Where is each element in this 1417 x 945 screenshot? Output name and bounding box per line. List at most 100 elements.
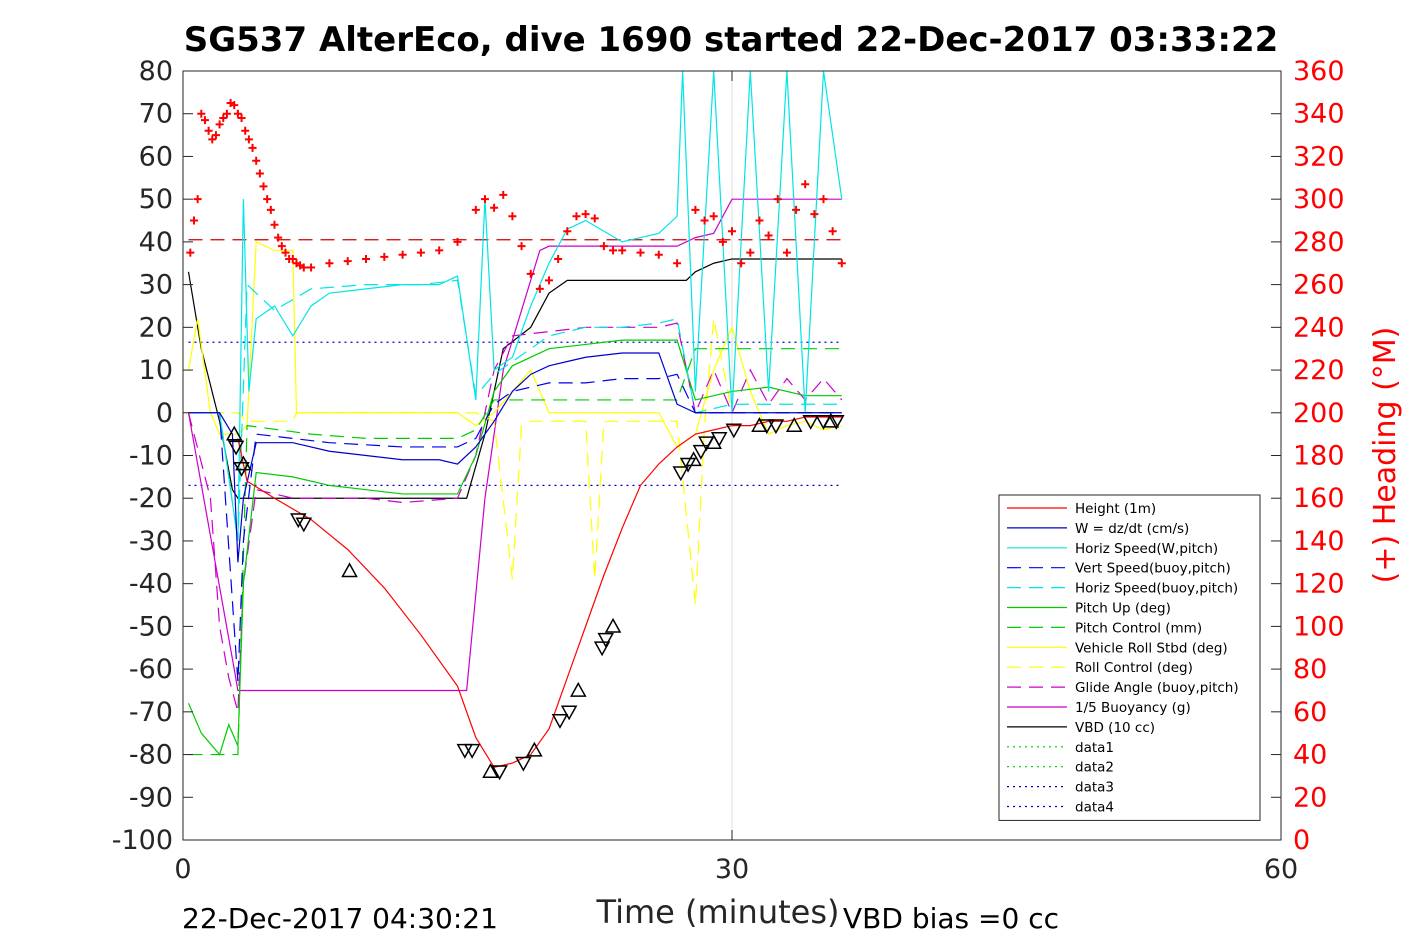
heading-point <box>416 248 425 257</box>
triangle-marker <box>235 455 252 471</box>
series-line-vbd-10-cc- <box>187 258 842 499</box>
triangle-marker <box>597 632 615 648</box>
footer-timestamp: 22-Dec-2017 04:30:21 <box>182 902 498 935</box>
legend-entry: Horiz Speed(W,pitch) <box>1075 541 1218 557</box>
series-line-1-5-buoyancy-g- <box>187 198 842 692</box>
triangle-marker <box>785 417 803 432</box>
heading-point <box>186 248 195 257</box>
y-tick-label: -40 <box>129 569 173 600</box>
y-tick-label: 50 <box>139 184 173 215</box>
y2-tick-label: 160 <box>1293 483 1345 514</box>
heading-point <box>237 113 246 122</box>
heading-point <box>233 109 242 118</box>
heading-point <box>837 259 846 268</box>
triangle-marker <box>290 513 307 529</box>
heading-point <box>581 210 590 219</box>
legend-entry: data3 <box>1075 780 1114 796</box>
legend-entry: Height (1m) <box>1075 501 1156 517</box>
triangle-marker <box>604 617 622 633</box>
series-line-vert-speed-buoy-pitch- <box>188 373 842 682</box>
y-tick-label: -80 <box>129 740 173 771</box>
heading-point <box>490 203 499 212</box>
triangle-marker <box>802 414 819 430</box>
heading-point <box>266 205 275 214</box>
y2-tick-label: 200 <box>1293 398 1345 429</box>
x-axis-label: Time (minutes) <box>596 893 840 931</box>
y2-tick-label: 300 <box>1293 184 1345 215</box>
heading-point <box>654 250 663 259</box>
heading-point <box>554 254 563 263</box>
x-tick-label: 60 <box>1264 854 1298 885</box>
heading-point <box>709 212 718 221</box>
legend-entry: data1 <box>1075 740 1114 756</box>
legend-entry: Vehicle Roll Stbd (deg) <box>1075 640 1228 656</box>
legend-entry: Pitch Control (mm) <box>1075 620 1202 636</box>
legend-entry: Horiz Speed(buoy,pitch) <box>1075 581 1238 597</box>
y-tick-label: 10 <box>139 355 173 386</box>
series-line-pitch-control-mm- <box>188 348 842 756</box>
heading-point <box>230 101 239 110</box>
heading-point <box>435 246 444 255</box>
y2-tick-label: 20 <box>1293 782 1327 813</box>
y-tick-label: -100 <box>112 825 173 856</box>
triangle-marker <box>491 765 508 781</box>
triangle-marker <box>526 741 543 757</box>
heading-point <box>259 182 268 191</box>
y-tick-label: 20 <box>139 312 173 343</box>
triangle-marker <box>822 412 840 428</box>
heading-point <box>746 248 755 257</box>
triangle-marker <box>828 414 845 430</box>
heading-point <box>255 169 264 178</box>
triangle-marker <box>295 517 313 533</box>
heading-point <box>362 254 370 263</box>
triangle-marker <box>710 432 728 447</box>
heading-point <box>288 254 297 263</box>
y2-tick-label: 80 <box>1293 654 1327 685</box>
y-tick-label: -50 <box>129 611 173 642</box>
heading-point <box>274 233 283 242</box>
heading-point <box>299 263 308 272</box>
heading-point <box>691 205 700 214</box>
heading-point <box>728 227 736 236</box>
triangle-marker <box>560 705 578 721</box>
legend-entry: Pitch Up (deg) <box>1075 601 1171 617</box>
triangle-marker <box>692 444 710 460</box>
triangle-marker <box>685 451 702 467</box>
series-line-pitch-up-deg- <box>187 339 842 756</box>
heading-point <box>263 195 272 204</box>
heading-point <box>718 237 727 246</box>
y2-tick-label: 100 <box>1293 611 1345 642</box>
heading-point <box>499 190 508 199</box>
triangle-marker <box>672 466 690 482</box>
heading-point <box>325 259 334 268</box>
heading-point <box>599 242 608 251</box>
y-tick-label: -60 <box>129 654 173 685</box>
heading-point <box>508 212 517 221</box>
heading-point <box>517 242 526 251</box>
y2-tick-label: 120 <box>1293 569 1345 600</box>
y2-tick-label: 140 <box>1293 526 1345 557</box>
y-tick-label: 70 <box>139 99 173 130</box>
series-line-w-dz-dt-cm-s- <box>188 352 842 563</box>
heading-point <box>819 195 828 204</box>
heading-point <box>810 210 819 219</box>
y2-tick-label: 0 <box>1293 825 1310 856</box>
triangle-marker <box>225 425 243 441</box>
heading-point <box>700 216 709 225</box>
heading-point <box>737 259 746 268</box>
y2-tick-label: 240 <box>1293 312 1345 343</box>
y2-axis-label: (+) Heading (°M) <box>1368 327 1403 584</box>
heading-point <box>380 252 389 261</box>
y-tick-label: -30 <box>129 526 173 557</box>
y2-tick-label: 320 <box>1293 141 1345 172</box>
heading-point <box>453 237 462 246</box>
heading-point <box>755 216 764 225</box>
legend-entry: Vert Speed(buoy,pitch) <box>1075 561 1231 577</box>
heading-point <box>471 205 480 214</box>
legend-entry: 1/5 Buoyancy (g) <box>1075 700 1191 716</box>
y2-tick-label: 340 <box>1293 99 1345 130</box>
heading-point <box>248 143 257 152</box>
heading-point <box>215 120 224 129</box>
triangle-marker <box>551 714 569 729</box>
heading-point <box>197 109 206 118</box>
